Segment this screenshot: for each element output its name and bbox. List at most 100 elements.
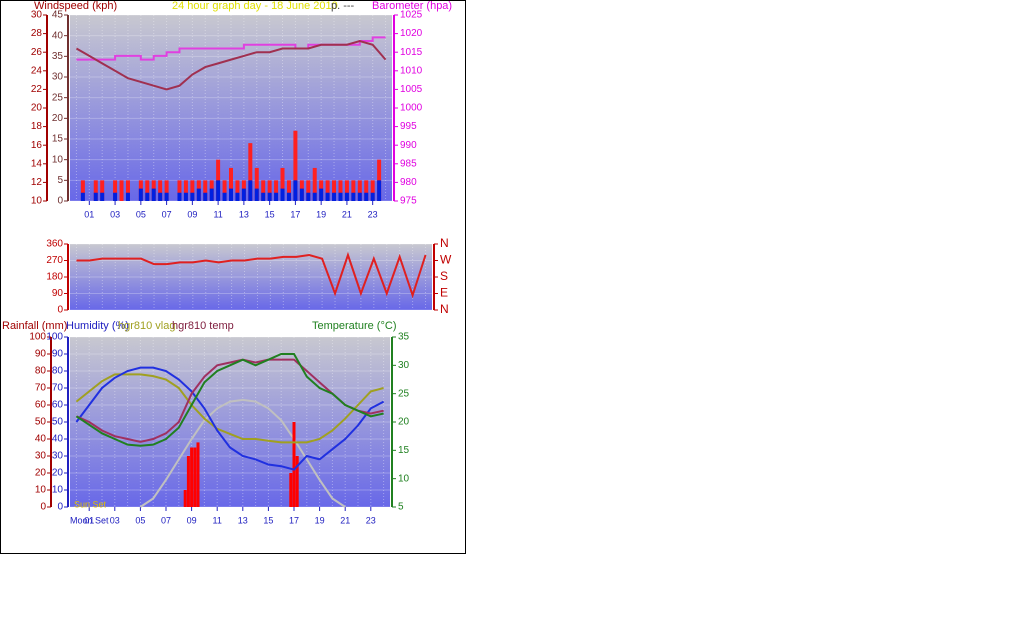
x-tick-label: 09 [187, 209, 197, 219]
bar [100, 192, 105, 201]
y-tick-label: 30 [52, 72, 64, 83]
bar [80, 180, 85, 201]
bar [119, 180, 124, 201]
bar [113, 180, 118, 201]
line [75, 366, 385, 471]
axis-title: p. --- [331, 0, 355, 12]
y2-tick-label: N [440, 302, 449, 316]
y2-tick-label: 30 [398, 360, 410, 371]
y-tick-label: 40 [52, 30, 64, 41]
x-tick-label: 07 [162, 209, 172, 219]
y2-tick-label: 995 [400, 121, 417, 132]
bar [312, 167, 317, 201]
y-tick-label: 25 [52, 92, 64, 103]
bar [113, 192, 118, 201]
bar [312, 192, 317, 201]
line [75, 353, 384, 447]
bar [293, 180, 298, 201]
y3-tick-label: 20 [35, 468, 47, 479]
bar [193, 447, 197, 507]
bar [364, 180, 369, 201]
y-tick-label: 40 [52, 434, 64, 445]
y-tick-label: 45 [52, 10, 64, 21]
bar [190, 180, 195, 201]
axis-title: Windspeed (kph) [34, 0, 117, 12]
line [75, 39, 387, 91]
bar [190, 447, 194, 507]
bar [377, 180, 382, 201]
x-tick-label: 19 [316, 209, 326, 219]
bar [370, 192, 375, 201]
y2-tick-label: 1005 [400, 84, 423, 95]
y2-tick-label: 1020 [400, 28, 423, 39]
y-tick-label: 10 [52, 485, 64, 496]
bar [274, 180, 279, 201]
bar [274, 192, 279, 201]
plot-area [70, 244, 432, 310]
y-tick-label: 100 [46, 332, 63, 343]
y3-tick-label: 12 [31, 177, 43, 188]
y2-tick-label: 15 [398, 445, 410, 456]
y3-tick-label: 50 [35, 417, 47, 428]
line [139, 398, 346, 508]
bar [338, 180, 343, 201]
bar [295, 456, 299, 507]
bar [164, 180, 169, 201]
x-tick-label: 09 [187, 515, 197, 525]
y-tick-label: 20 [52, 468, 64, 479]
y3-tick-label: 90 [35, 349, 47, 360]
y3-tick-label: 0 [40, 502, 46, 513]
y3-tick-label: 22 [31, 84, 43, 95]
bar [151, 188, 156, 201]
bar [332, 192, 337, 201]
axis-title: hgr810 temp [172, 320, 234, 332]
bar [261, 192, 266, 201]
x-tick-label: 17 [289, 515, 299, 525]
bar [93, 180, 98, 201]
bar [158, 180, 163, 201]
bar [306, 192, 311, 201]
axis-title: Humidity (%) [66, 320, 129, 332]
x-tick-label: 07 [161, 515, 171, 525]
x-tick-label: 17 [290, 209, 300, 219]
y-tick-label: 360 [46, 239, 63, 250]
axis-title: Temperature (°C) [312, 320, 396, 332]
y2-tick-label: N [440, 236, 449, 250]
bar [357, 192, 362, 201]
bar [289, 473, 293, 507]
y2-tick-label: 1000 [400, 103, 423, 114]
x-tick-label: 11 [213, 209, 222, 219]
bar [267, 192, 272, 201]
y2-tick-label: 1010 [400, 65, 423, 76]
x-tick-label: 15 [263, 515, 273, 525]
bar [254, 188, 259, 201]
bar [280, 167, 285, 201]
bar [344, 192, 349, 201]
line [75, 373, 384, 444]
x-tick-label: 15 [265, 209, 275, 219]
bar [286, 180, 291, 201]
x-tick-label: 03 [110, 515, 120, 525]
bar [267, 180, 272, 201]
x-tick-label: 11 [213, 515, 222, 525]
y2-tick-label: S [440, 269, 448, 283]
bar [183, 192, 188, 201]
y3-tick-label: 70 [35, 383, 47, 394]
y-tick-label: 270 [46, 255, 63, 266]
bar [286, 192, 291, 201]
x-tick-label: 21 [340, 515, 350, 525]
y3-tick-label: 24 [31, 65, 43, 76]
bar [183, 490, 187, 507]
x-tick-label: 05 [135, 515, 145, 525]
x-tick-label: 01 [84, 209, 94, 219]
bar [357, 180, 362, 201]
y-tick-label: 0 [57, 502, 63, 513]
bar [177, 192, 182, 201]
y3-tick-label: 30 [35, 451, 47, 462]
x-tick-label: 01 [84, 515, 94, 525]
bar [248, 180, 253, 201]
y-tick-label: 50 [52, 417, 64, 428]
x-tick-label: 05 [136, 209, 146, 219]
bar [203, 192, 208, 201]
